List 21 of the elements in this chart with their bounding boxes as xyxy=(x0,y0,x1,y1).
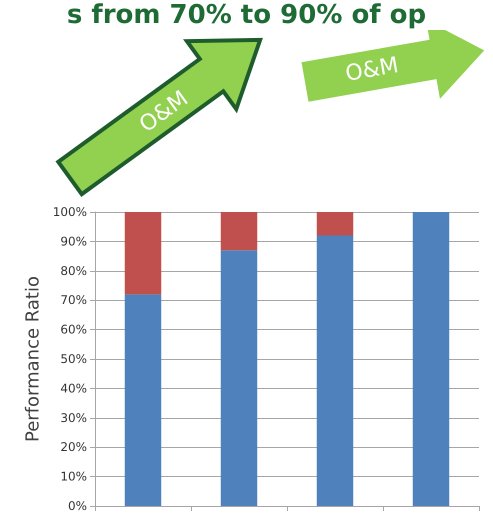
bar xyxy=(124,212,162,294)
y-tick-label: 30% xyxy=(60,410,87,425)
bar xyxy=(220,212,258,250)
y-tick-label: 0% xyxy=(68,499,87,513)
y-axis-title: Performance Ratio xyxy=(22,276,44,442)
bar xyxy=(220,250,258,506)
y-tick-label: 70% xyxy=(60,293,87,308)
y-tick-label: 20% xyxy=(60,440,87,454)
y-tick-label: 50% xyxy=(60,352,87,366)
bar xyxy=(316,236,354,506)
bar xyxy=(412,212,450,506)
y-tick-label: 60% xyxy=(60,322,87,337)
y-tick-label: 90% xyxy=(60,234,87,248)
bar xyxy=(124,294,162,506)
text: O&M xyxy=(344,53,400,87)
y-tick-label: 100% xyxy=(52,205,87,219)
bar xyxy=(316,212,354,236)
y-tick-label: 80% xyxy=(60,264,87,278)
y-tick-label: 10% xyxy=(60,470,87,484)
y-tick-label: 40% xyxy=(60,381,87,396)
chart-title: s from 70% to 90% of op xyxy=(66,0,428,30)
